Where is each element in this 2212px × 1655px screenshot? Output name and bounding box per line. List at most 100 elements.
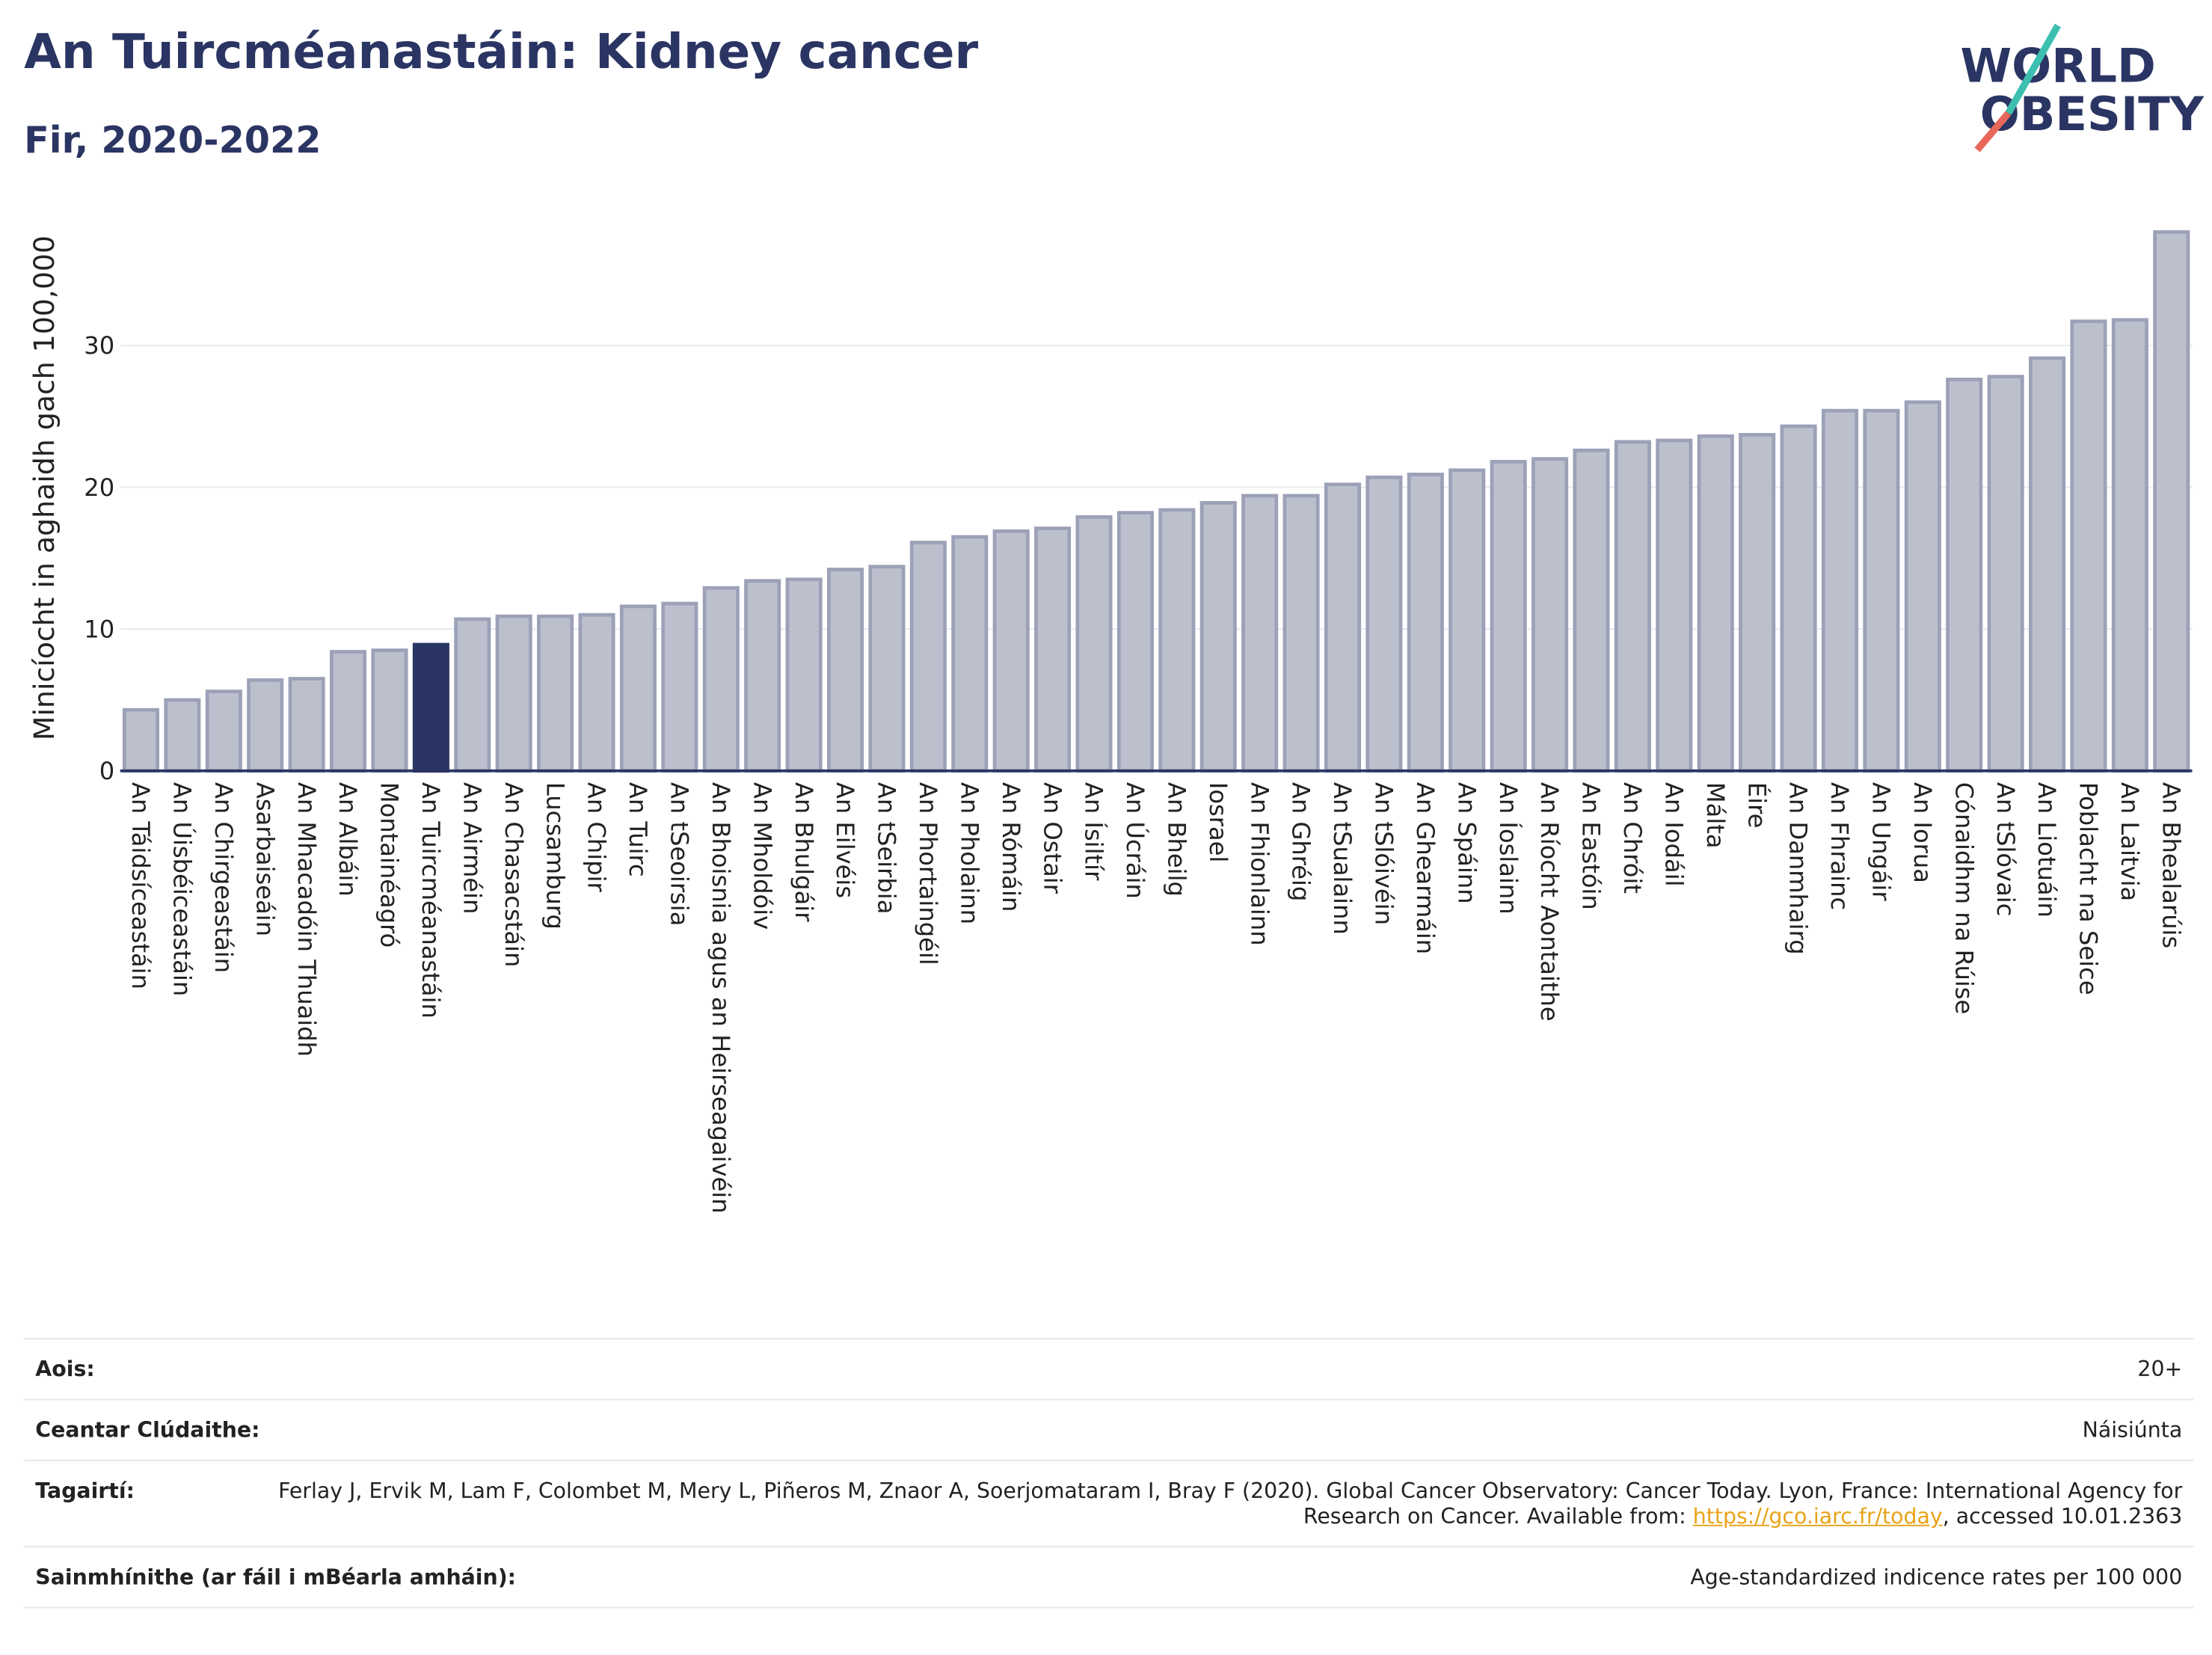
reference-text: , accessed 10.01.2363 [1942,1503,2183,1529]
bar [826,568,864,773]
y-tick-label: 0 [99,757,114,785]
bar [1904,400,1941,773]
x-tick-label: An Phortaingéil [914,782,942,965]
x-tick-label: Iosrael [1204,782,1232,863]
bar [1282,494,1320,773]
footer-label: Tagairtí: [35,1478,135,1504]
x-tick-label: An Ghearmáin [1411,782,1440,954]
x-tick-label: An Chirgeastáin [209,782,238,973]
x-tick-label: An Bheilg [1162,782,1191,897]
x-tick-label: An Táidsíceastáin [126,782,155,989]
bar [2070,319,2107,773]
bar [909,541,947,773]
bar [1199,501,1237,773]
x-tick-label: An Ostair [1038,782,1066,894]
bar [164,698,201,773]
x-tick-label: An Liotuáin [2033,782,2061,918]
x-tick-label: An tSeoirsia [666,782,694,927]
x-tick-label: An Bhealarúis [2157,782,2185,948]
x-tick-label: An Danmhairg [1784,782,1813,955]
x-tick-label: An Úcráin [1121,782,1150,899]
link[interactable]: https://gco.iarc.fr/today [1692,1503,1943,1529]
x-tick-label: An tSualainn [1328,782,1357,935]
footer-value: 20+ [2137,1356,2183,1382]
bar [702,586,740,773]
footer-label: Sainmhínithe (ar fáil i mBéarla amháin): [35,1564,517,1590]
bar [122,707,159,773]
bar [1656,438,1693,773]
bar [1573,448,1610,773]
footer: Aois: 20+ Ceantar Clúdaithe: Náisiúnta Tagai… [24,1338,2194,1609]
bar [537,614,574,773]
x-tick-label: An Tuircméanastáin [417,782,445,1019]
x-tick-label: An Spáinn [1452,782,1481,904]
x-tick-label: An Úisbéiceastáin [168,782,197,996]
bar [1863,408,1900,773]
bar [1448,468,1486,773]
x-tick-label: Lucsamburg [541,782,569,930]
bar [371,648,408,773]
footer-row: Ceantar Clúdaithe: Náisiúnta [24,1398,2194,1459]
x-tick-label: An Rómáin [997,782,1025,912]
footer-label: Aois: [35,1356,95,1382]
x-tick-label: An tSeirbia [873,782,901,915]
x-tick-label: An Ísiltír [1080,782,1108,881]
bar [992,529,1030,773]
x-tick-label: Montainéagró [375,782,404,948]
bar [619,604,657,773]
logo-slash [1974,111,2012,153]
footer-value: Age-standardized indicence rates per 100… [1690,1564,2183,1590]
x-tick-label: An Albáin [334,782,362,897]
bar [205,690,242,773]
y-axis-label: Minicíocht in aghaidh gach 100,000 [28,236,61,740]
x-tick-label: Asarbaiseáin [251,782,279,936]
x-tick-label: Poblacht na Seice [2074,782,2103,995]
bar [1821,408,1859,773]
footer-value: Náisiúnta [2082,1417,2183,1443]
logo-text: OBESITY [1980,87,2205,141]
bar [2029,356,2066,773]
x-tick-label: An Íoslainn [1494,782,1523,915]
x-tick-label: An Tuirc [624,782,652,877]
x-tick-label: An Chipir [583,782,611,893]
bar [454,617,491,773]
bar [744,579,781,773]
x-tick-label: An Fhionlainn [1245,782,1274,946]
y-tick-label: 20 [84,473,114,502]
bar [330,650,367,773]
x-tick-label: An Bhulgáir [790,782,818,922]
x-tick-label: An Laitvia [2116,782,2144,901]
x-tick-label: An Eastóin [1577,782,1606,910]
bar [1739,432,1776,773]
x-tick-label: Málta [1701,782,1730,849]
bar [661,601,698,773]
x-tick-label: An Fhrainc [1825,782,1854,910]
x-tick-label: An Chasacstáin [500,782,528,968]
reference-text: Ferlay J, Ervik M, Lam F, Colombet M, Me… [278,1478,2183,1529]
footer-label: Ceantar Clúdaithe: [35,1417,260,1443]
x-tick-label: An Pholainn [955,782,983,924]
x-tick-label: An Ríocht Aontaithe [1535,782,1564,1022]
bar [1780,424,1817,773]
bar [1697,434,1734,773]
bar [2111,318,2148,773]
bar [1614,440,1651,773]
bar [868,565,906,773]
x-tick-label: An Iorua [1908,782,1937,883]
bar [1365,475,1403,773]
logo-text: WORLD [1960,39,2156,93]
x-tick-label: An Airméin [458,782,486,915]
bar [495,614,532,773]
x-tick-label: An Iodáil [1659,782,1688,887]
footer-row: Aois: 20+ [24,1338,2194,1398]
x-tick-label: An Ghréig [1287,782,1315,901]
bar [1407,473,1444,773]
bar [951,535,989,773]
bar [578,612,615,773]
bar [1946,378,1983,773]
bar [1116,511,1154,773]
bar [1075,515,1113,773]
bar [1158,508,1196,773]
bar [1034,526,1072,773]
